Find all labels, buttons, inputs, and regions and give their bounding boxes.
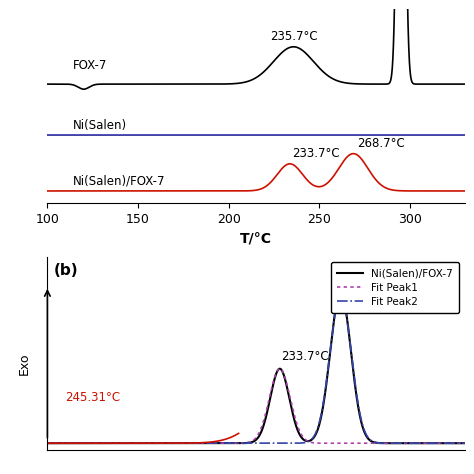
Fit Peak1 [409,440,414,446]
Text: Ni(Salen)/FOX-7: Ni(Salen)/FOX-7 [73,174,165,188]
Line: Ni(Salen)/FOX-7: Ni(Salen)/FOX-7 [47,292,465,443]
Text: Ni(Salen): Ni(Salen) [73,118,127,132]
Fit Peak1 [223,440,228,446]
Text: 245.31°C: 245.31°C [65,391,120,404]
Text: (b): (b) [54,263,78,278]
Line: Fit Peak1: Fit Peak1 [47,369,465,443]
Text: Exo: Exo [18,352,31,374]
Fit Peak1 [117,440,123,446]
Text: 233.7°C: 233.7°C [292,147,339,160]
Ni(Salen)/FOX-7 [117,440,123,446]
Text: 233.7°C: 233.7°C [282,350,329,364]
X-axis label: T/°C: T/°C [240,231,272,245]
Fit Peak2 [462,440,467,446]
Ni(Salen)/FOX-7 [462,440,467,446]
Text: 235.7°C: 235.7°C [270,30,317,44]
Fit Peak2 [223,440,228,446]
Fit Peak2 [338,293,344,299]
Fit Peak1 [45,440,50,446]
Text: FOX-7: FOX-7 [73,59,107,72]
Fit Peak2 [117,440,123,446]
Line: Fit Peak2: Fit Peak2 [47,296,465,443]
Fit Peak2 [409,440,414,446]
Fit Peak2 [92,440,98,446]
Fit Peak1 [92,440,98,446]
Legend: Ni(Salen)/FOX-7, Fit Peak1, Fit Peak2: Ni(Salen)/FOX-7, Fit Peak1, Fit Peak2 [331,262,459,313]
Ni(Salen)/FOX-7 [338,290,344,295]
Fit Peak2 [454,440,459,446]
Ni(Salen)/FOX-7 [409,440,414,446]
Fit Peak1 [454,440,459,446]
Text: 268.7°C: 268.7°C [357,137,405,150]
Fit Peak1 [462,440,467,446]
Ni(Salen)/FOX-7 [454,440,459,446]
Ni(Salen)/FOX-7 [223,440,228,446]
Fit Peak2 [45,440,50,446]
Text: 268.7°C: 268.7°C [342,274,390,287]
Ni(Salen)/FOX-7 [204,440,210,446]
Fit Peak2 [204,440,210,446]
Fit Peak1 [204,440,210,446]
Ni(Salen)/FOX-7 [92,440,98,446]
Fit Peak1 [277,366,283,372]
Ni(Salen)/FOX-7 [45,440,50,446]
